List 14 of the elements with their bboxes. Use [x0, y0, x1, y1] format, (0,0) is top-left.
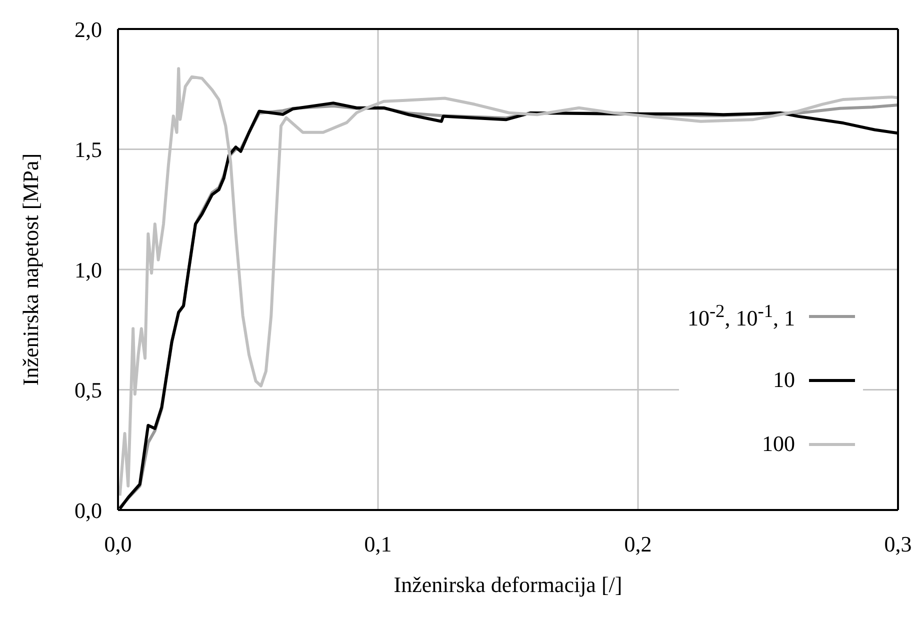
- x-tick-label: 0,2: [624, 532, 652, 557]
- y-tick-label: 0,0: [74, 498, 102, 523]
- x-tick-label: 0,1: [364, 532, 392, 557]
- x-tick-label: 0,0: [104, 532, 132, 557]
- y-tick-label: 2,0: [74, 16, 102, 42]
- legend-label: 100: [762, 431, 795, 457]
- legend-label: 10$^{-2}$, 10$^{-1}$, 1: [687, 300, 795, 332]
- y-tick-label: 1,0: [74, 257, 102, 282]
- y-axis-title: Inženirska napetost [MPa]: [18, 153, 43, 386]
- y-tick-label: 1,5: [74, 137, 102, 162]
- legend-label: 10: [773, 367, 795, 393]
- y-tick-label: 0,5: [74, 378, 102, 403]
- x-tick-label: 0,3: [884, 532, 912, 557]
- x-axis-title: Inženirska deformacija [/]: [394, 572, 622, 597]
